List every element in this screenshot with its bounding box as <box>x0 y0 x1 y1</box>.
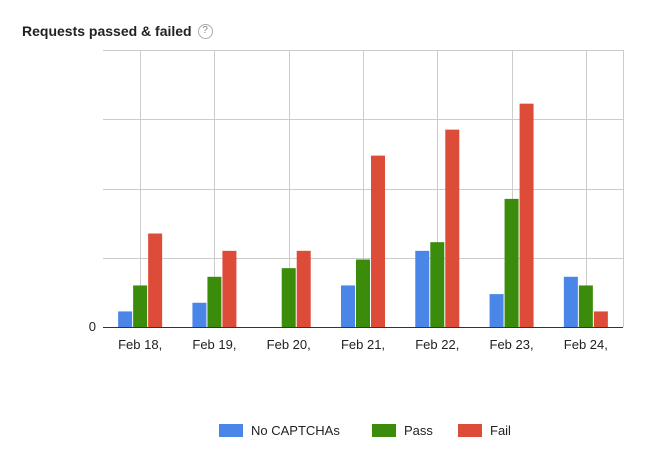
bar-fail-0 <box>148 233 163 327</box>
bar-no-captchas-0 <box>118 311 133 327</box>
x-tick-label: Feb 19, <box>192 337 236 352</box>
chart-title: Requests passed & failed <box>22 23 192 39</box>
chart-title-row: Requests passed & failed ? <box>22 21 213 41</box>
bar-no-captchas-1 <box>192 302 207 327</box>
bar-pass-5 <box>504 198 519 327</box>
bar-no-captchas-6 <box>563 276 578 327</box>
y-axis-labels: 0 <box>89 319 96 334</box>
legend-label: Pass <box>404 423 433 438</box>
bar-fail-4 <box>445 129 460 327</box>
x-tick-label: Feb 22, <box>415 337 459 352</box>
legend-swatch <box>372 424 396 437</box>
bar-pass-3 <box>356 259 370 327</box>
x-tick-label: Feb 23, <box>490 337 534 352</box>
bar-pass-0 <box>133 285 148 327</box>
bar-fail-1 <box>222 250 237 327</box>
help-icon[interactable]: ? <box>197 23 213 39</box>
bar-fail-5 <box>519 103 534 327</box>
bar-fail-2 <box>296 250 311 327</box>
bar-pass-4 <box>430 242 445 327</box>
bar-fail-3 <box>371 155 385 327</box>
x-axis-labels: Feb 18, Feb 19, Feb 20, Feb 21, Feb 22, Feb 2… <box>118 337 608 352</box>
bars <box>118 103 608 327</box>
bar-no-captchas-4 <box>415 250 430 327</box>
bar-no-captchas-3 <box>341 285 355 327</box>
legend-label: Fail <box>490 423 511 438</box>
bar-no-captchas-5 <box>489 294 504 327</box>
x-tick-label: Feb 21, <box>341 337 385 352</box>
bar-fail-6 <box>593 311 608 327</box>
legend-swatch <box>458 424 482 437</box>
bar-pass-1 <box>207 276 222 327</box>
legend: No CAPTCHAs Pass Fail <box>219 423 511 438</box>
x-tick-label: Feb 24, <box>564 337 608 352</box>
x-tick-label: Feb 18, <box>118 337 162 352</box>
legend-label: No CAPTCHAs <box>251 423 340 438</box>
y-tick-label: 0 <box>89 319 96 334</box>
bar-pass-6 <box>578 285 593 327</box>
legend-swatch <box>219 424 243 437</box>
bar-pass-2 <box>281 268 296 327</box>
x-tick-label: Feb 20, <box>267 337 311 352</box>
